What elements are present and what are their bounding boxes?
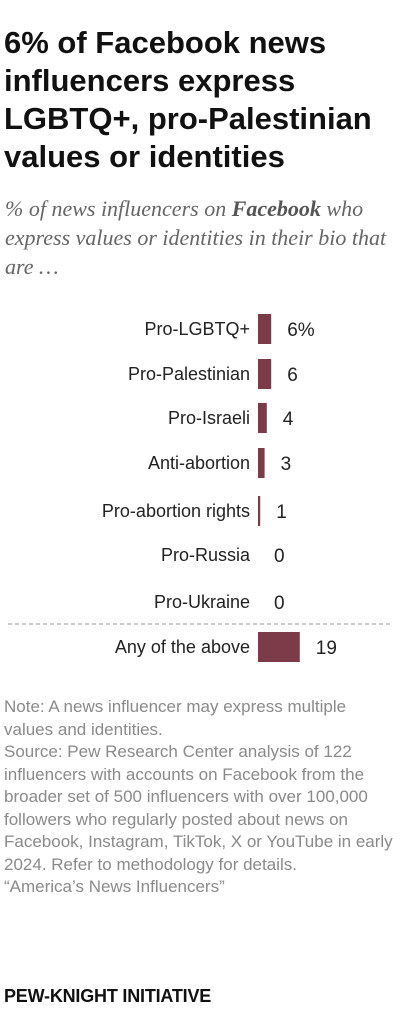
value-label-pro-abortion-rights: 1 xyxy=(276,502,287,523)
category-label-any-of-the-above: Any of the above xyxy=(115,637,250,657)
value-label-pro-ukraine: 0 xyxy=(274,593,285,614)
value-label-anti-abortion: 3 xyxy=(281,454,292,475)
note-text: Note: A news influencer may express mult… xyxy=(4,697,347,739)
value-label-any-of-the-above: 19 xyxy=(316,638,337,659)
chart-subtitle: % of news influencers on Facebook who ex… xyxy=(5,194,397,281)
footer-brand: PEW-KNIGHT INITIATIVE xyxy=(4,986,212,1006)
bar-pro-lgbtq xyxy=(258,314,272,344)
subtitle-lead: % of news influencers on xyxy=(5,196,232,221)
bar-chart: Pro-LGBTQ+ 6% Pro-Palestinian 6 Pro-Israeli 4… xyxy=(8,314,392,662)
value-label-pro-israeli: 4 xyxy=(283,409,294,430)
notes-section: Note: A news influencer may express mult… xyxy=(4,696,396,899)
value-label-pro-russia: 0 xyxy=(274,546,285,567)
category-label-pro-israeli: Pro-Israeli xyxy=(168,408,250,428)
report-title: “America’s News Influencers” xyxy=(4,877,225,896)
category-label-pro-abortion-rights: Pro-abortion rights xyxy=(102,501,250,521)
category-label-pro-palestinian: Pro-Palestinian xyxy=(128,364,250,384)
subtitle-platform: Facebook xyxy=(231,196,321,221)
bar-anti-abortion xyxy=(258,448,265,478)
bar-pro-abortion-rights xyxy=(258,496,261,526)
bar-any-of-the-above xyxy=(258,632,300,662)
category-label-anti-abortion: Anti-abortion xyxy=(148,453,250,473)
value-label-pro-lgbtq: 6% xyxy=(287,320,315,341)
chart-title: 6% of Facebook news influencers express … xyxy=(4,25,372,174)
bar-pro-palestinian xyxy=(258,359,272,389)
category-label-pro-lgbtq: Pro-LGBTQ+ xyxy=(144,319,250,339)
bar-pro-israeli xyxy=(258,403,267,433)
category-label-pro-russia: Pro-Russia xyxy=(161,545,251,565)
subtitle-tail: who express values or identities in thei… xyxy=(5,196,387,279)
source-text: Source: Pew Research Center analysis of … xyxy=(4,742,393,874)
category-label-pro-ukraine: Pro-Ukraine xyxy=(154,592,250,612)
value-label-pro-palestinian: 6 xyxy=(287,365,298,386)
